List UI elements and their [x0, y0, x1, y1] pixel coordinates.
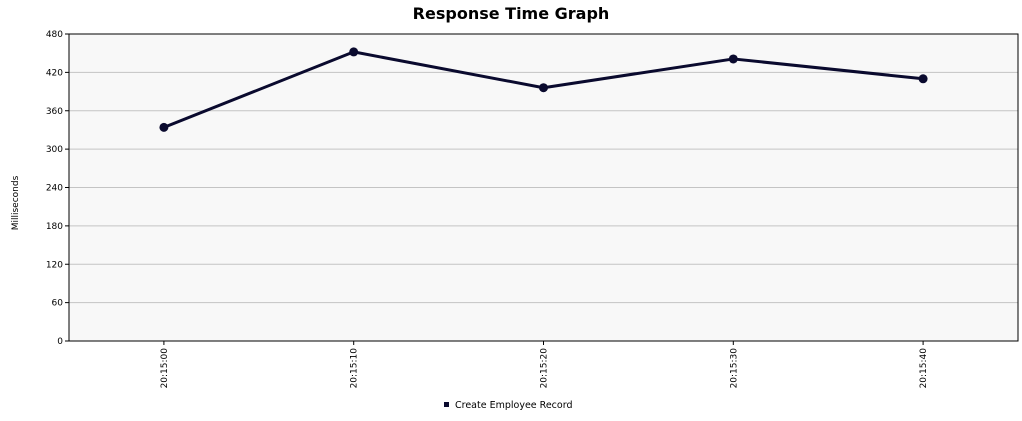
data-point — [918, 74, 928, 84]
y-tick-label: 360 — [46, 107, 63, 117]
y-axis-ticks: 0 60 120 180 240 300 360 420 480 — [46, 30, 69, 347]
x-tick-label: 20:15:10 — [350, 348, 360, 389]
data-point — [349, 47, 359, 57]
x-tick-label: 20:15:40 — [919, 348, 929, 389]
y-tick-label: 300 — [46, 145, 63, 155]
x-tick-label: 20:15:20 — [540, 348, 550, 389]
x-tick-label: 20:15:00 — [160, 348, 170, 389]
gridlines — [69, 71, 1018, 304]
plot-border — [68, 33, 1019, 342]
y-tick-label: 240 — [46, 184, 63, 194]
y-tick-label: 180 — [46, 222, 63, 232]
legend: Create Employee Record — [444, 400, 572, 411]
y-tick-label: 0 — [57, 337, 63, 347]
y-tick-label: 120 — [46, 260, 63, 270]
legend-marker — [444, 402, 449, 407]
data-point — [539, 83, 548, 93]
x-axis-ticks: 20:15:00 20:15:10 20:15:20 20:15:30 20:15:40 — [160, 341, 929, 388]
series-layer — [159, 47, 928, 132]
y-axis-label: Milliseconds — [11, 175, 21, 230]
y-tick-label: 420 — [46, 68, 63, 78]
y-tick-label: 60 — [52, 299, 64, 309]
data-point — [159, 122, 169, 132]
y-tick-label: 480 — [46, 30, 63, 40]
legend-label: Create Employee Record — [455, 400, 572, 411]
data-point — [728, 54, 738, 64]
chart-title: Response Time Graph — [412, 4, 610, 23]
x-tick-label: 20:15:30 — [729, 348, 739, 389]
